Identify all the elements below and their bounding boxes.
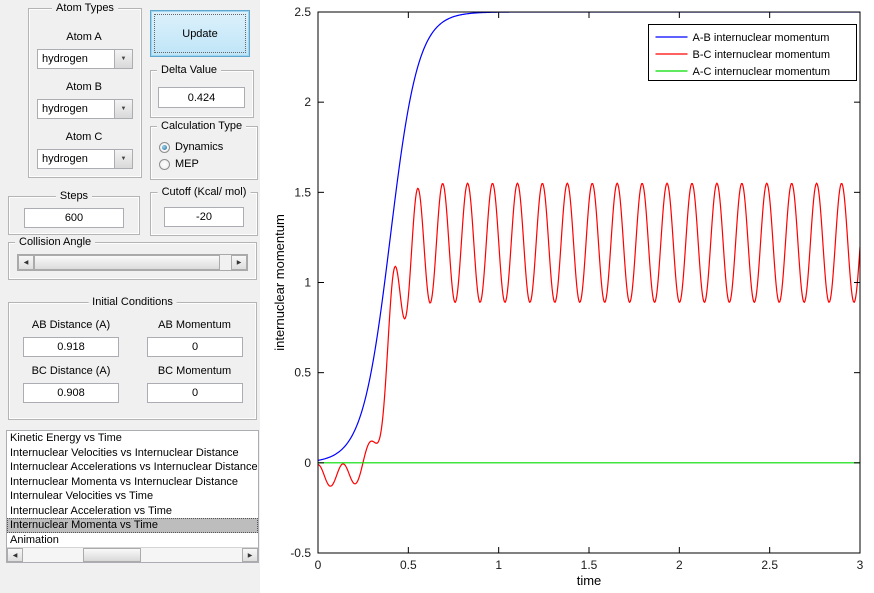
ab-momentum-input[interactable] — [147, 337, 243, 357]
dropdown-arrow-icon[interactable]: ▼ — [114, 150, 132, 168]
atom-types-panel: Atom Types Atom A hydrogen ▼ Atom B hydrogen… — [28, 2, 142, 178]
cutoff-panel: Cutoff (Kcal/ mol) — [150, 186, 258, 236]
atom-c-label: Atom C — [65, 131, 103, 143]
dynamics-radio[interactable]: Dynamics — [159, 140, 223, 154]
delta-value-title: Delta Value — [157, 64, 222, 77]
steps-panel: Steps — [8, 190, 140, 235]
collision-angle-panel: Collision Angle ◀ ▶ — [8, 236, 257, 280]
dropdown-value: hydrogen — [42, 53, 88, 65]
ab-distance-a-input[interactable] — [23, 337, 119, 357]
atom-types-title: Atom Types — [52, 2, 118, 15]
slider-right-arrow-icon[interactable]: ▶ — [231, 255, 247, 270]
update-button[interactable]: Update — [150, 10, 250, 57]
delta-value-panel: Delta Value — [150, 64, 254, 118]
dropdown-value: hydrogen — [42, 103, 88, 115]
mep-radio[interactable]: MEP — [159, 157, 199, 171]
ab-momentum-label: AB Momentum — [158, 319, 231, 331]
slider-track[interactable] — [220, 255, 231, 270]
radio-label: MEP — [175, 158, 199, 170]
radio-icon[interactable] — [159, 158, 170, 170]
list-item[interactable]: Internuclear Momenta vs Time — [7, 518, 258, 533]
list-item[interactable]: Kinetic Energy vs Time — [10, 432, 122, 444]
hscroll-thumb[interactable] — [83, 548, 141, 562]
bc-distance-a-label: BC Distance (A) — [31, 365, 111, 377]
steps-title: Steps — [55, 190, 93, 203]
atom-a-label: Atom A — [66, 31, 102, 43]
listbox-hscrollbar[interactable]: ◀ ▶ — [7, 547, 258, 562]
update-button-label: Update — [182, 27, 218, 40]
initial-conditions-title: Initial Conditions — [88, 296, 177, 309]
cutoff-title: Cutoff (Kcal/ mol) — [157, 186, 251, 199]
slider-thumb[interactable] — [34, 255, 220, 270]
atom-b-dropdown[interactable]: hydrogen ▼ — [37, 99, 133, 119]
list-item[interactable]: Internuclear Momenta vs Internuclear Dis… — [10, 475, 239, 488]
initial-conditions-panel: Initial Conditions AB Distance (A) AB Mom… — [8, 296, 257, 420]
list-item[interactable]: Internuclear Velocities vs Internuclear … — [10, 446, 239, 459]
bc-distance-a-input[interactable] — [23, 383, 119, 403]
plot-listbox-items: Kinetic Energy vs Time Internuclear Veloc… — [7, 431, 258, 547]
list-item[interactable]: Internulear Velocities vs Time — [10, 490, 154, 502]
atom-b-label: Atom B — [65, 81, 103, 93]
slider-left-arrow-icon[interactable]: ◀ — [18, 255, 34, 270]
list-item[interactable]: Internuclear Accelerations vs Internucle… — [10, 461, 258, 473]
plot-listbox[interactable]: Kinetic Energy vs Time Internuclear Veloc… — [6, 430, 259, 563]
ab-distance-a-label: AB Distance (A) — [31, 319, 111, 331]
calculation-type-panel: Calculation Type Dynamics MEP — [150, 120, 258, 180]
dropdown-value: hydrogen — [42, 153, 88, 165]
bc-momentum-label: BC Momentum — [157, 365, 232, 377]
list-item[interactable]: Animation — [10, 533, 59, 546]
delta-value-input[interactable] — [158, 87, 245, 108]
atom-a-dropdown[interactable]: hydrogen ▼ — [37, 49, 133, 69]
dropdown-arrow-icon[interactable]: ▼ — [114, 100, 132, 118]
calculation-type-title: Calculation Type — [157, 120, 247, 133]
figure-area — [260, 0, 874, 593]
hscroll-left-arrow-icon[interactable]: ◀ — [7, 548, 23, 562]
steps-input[interactable] — [24, 208, 124, 228]
radio-label: Dynamics — [175, 141, 224, 153]
radio-icon[interactable] — [159, 141, 170, 153]
hscroll-right-arrow-icon[interactable]: ▶ — [242, 548, 258, 562]
collision-angle-title: Collision Angle — [15, 236, 96, 249]
dropdown-arrow-icon[interactable]: ▼ — [114, 50, 132, 68]
atom-c-dropdown[interactable]: hydrogen ▼ — [37, 149, 133, 169]
collision-angle-slider[interactable]: ◀ ▶ — [17, 254, 248, 271]
list-item[interactable]: Internuclear Acceleration vs Time — [10, 504, 173, 517]
cutoff-input[interactable] — [164, 207, 244, 227]
bc-momentum-input[interactable] — [147, 383, 243, 403]
